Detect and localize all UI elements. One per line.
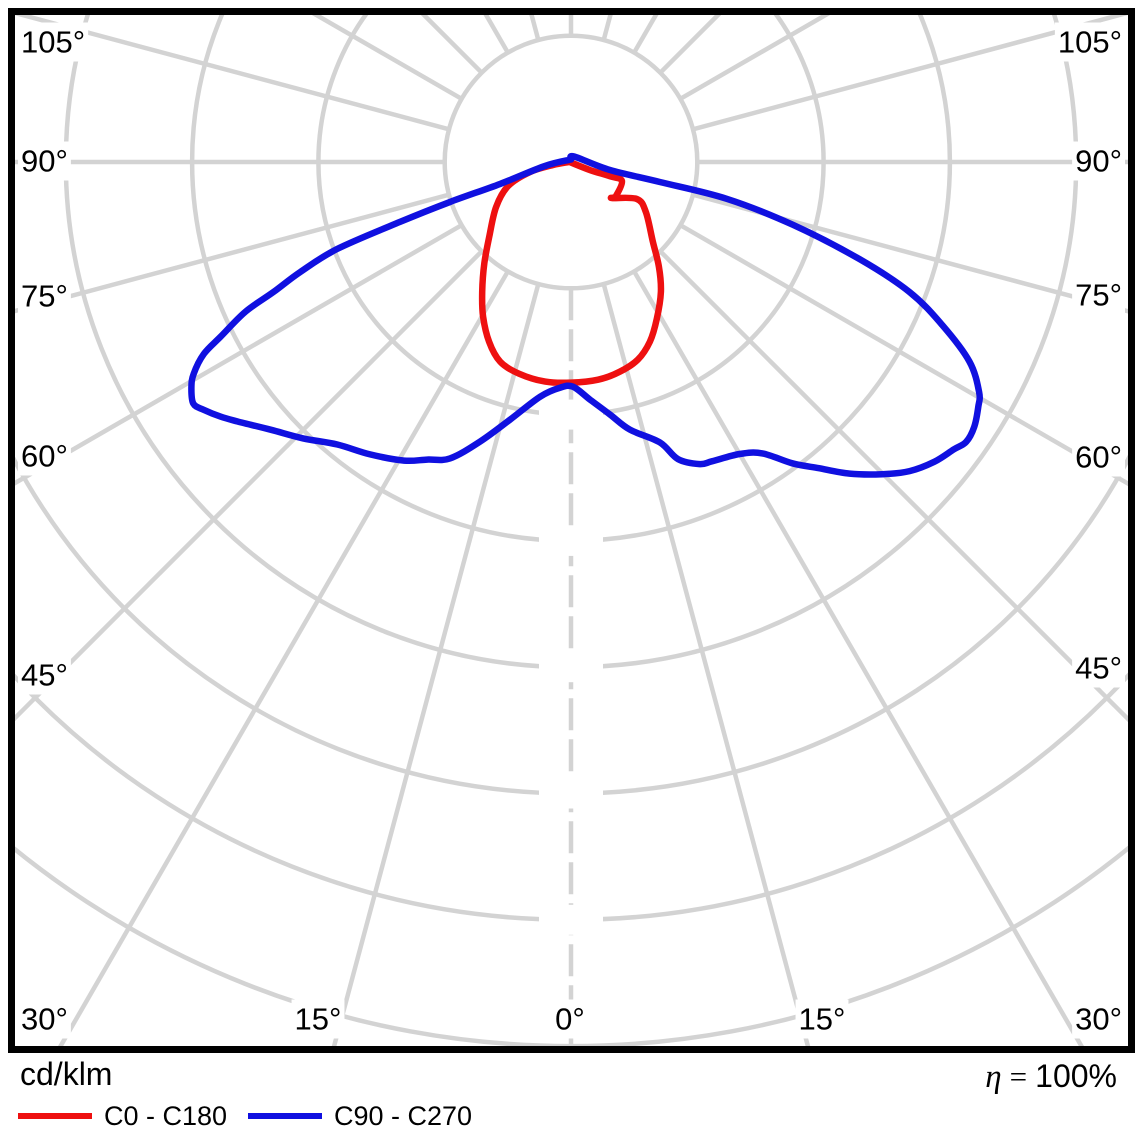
legend: C0 - C180 C90 - C270: [0, 1098, 1143, 1134]
tick-label-backing: [18, 999, 71, 1039]
ring-label-gap: [539, 525, 603, 556]
gamma-spoke: [12, 223, 463, 488]
gamma-spoke: [692, 12, 1131, 132]
tick-label-backing: [18, 655, 71, 695]
tick-label-backing: [1072, 275, 1125, 315]
tick-label-backing: [552, 999, 588, 1039]
tick-label-backing: [18, 436, 71, 476]
tick-label-backing: [18, 22, 89, 62]
units-label: cd/klm: [20, 1056, 113, 1092]
gamma-spoke: [12, 12, 450, 132]
ring-label-gap: [539, 778, 603, 809]
red-line-swatch: [18, 1113, 92, 1119]
tick-label-backing: [1072, 999, 1125, 1039]
gamma-tick-label: 15°: [799, 1002, 846, 1037]
gamma-spoke: [12, 249, 484, 725]
series-curve-c0-c180: [478, 158, 665, 387]
efficiency-readout: η = 100%: [985, 1058, 1117, 1096]
tick-label-backing: [1054, 22, 1125, 62]
tick-label-backing: [1072, 141, 1125, 181]
tick-label-backing: [1072, 648, 1125, 688]
tick-label-backing: [18, 276, 71, 316]
gamma-tick-label: 60°: [21, 439, 68, 474]
gamma-spoke: [679, 223, 1131, 488]
equals-sign: =: [1009, 1059, 1028, 1094]
gamma-spoke: [692, 192, 1131, 315]
tick-label-backing: [291, 999, 345, 1039]
ring-label-gap: [539, 904, 603, 935]
legend-item-c90-c270: C90 - C270: [248, 1098, 472, 1134]
gamma-spoke: [330, 283, 541, 1049]
gamma-tick-label: 45°: [21, 658, 68, 693]
gamma-tick-label: 105°: [1058, 25, 1122, 60]
gamma-spoke: [56, 270, 510, 1049]
series-curve-c90-c270: [188, 152, 983, 478]
legend-label-c0-c180: C0 - C180: [104, 1101, 228, 1131]
gamma-tick-labels: 105° 90° 75° 60° 45° 30° 105° 90° 75° 60° 45° 30° 15…: [18, 22, 1125, 1039]
gamma-tick-label: 60°: [1075, 440, 1122, 475]
plot-frame: [8, 8, 1135, 1053]
gamma-spoke: [658, 249, 1131, 726]
gamma-tick-label: 0°: [555, 1002, 585, 1037]
tick-label-backing: [795, 999, 849, 1039]
gamma-tick-label: 75°: [1075, 278, 1122, 313]
eta-symbol: η: [985, 1059, 1002, 1095]
gamma-tick-label: 90°: [1075, 144, 1122, 179]
gamma-tick-label: 90°: [21, 144, 68, 179]
gamma-spoke: [601, 283, 812, 1049]
efficiency-value: 100%: [1035, 1058, 1117, 1094]
tick-label-backing: [1072, 437, 1125, 477]
gamma-tick-label: 15°: [295, 1002, 342, 1037]
gamma-tick-label: 45°: [1075, 651, 1122, 686]
gamma-tick-label: 30°: [21, 1002, 68, 1037]
gamma-tick-label: 75°: [21, 279, 68, 314]
ring-label-gap: [539, 652, 603, 683]
legend-item-c0-c180: C0 - C180: [18, 1098, 227, 1134]
gamma-spoke: [12, 192, 450, 315]
legend-label-c90-c270: C90 - C270: [334, 1101, 473, 1131]
blue-line-swatch: [248, 1113, 322, 1119]
curves-layer: [188, 152, 983, 478]
gamma-tick-label: 105°: [21, 25, 85, 60]
gamma-tick-label: 30°: [1075, 1002, 1122, 1037]
tick-label-backing: [18, 141, 71, 181]
